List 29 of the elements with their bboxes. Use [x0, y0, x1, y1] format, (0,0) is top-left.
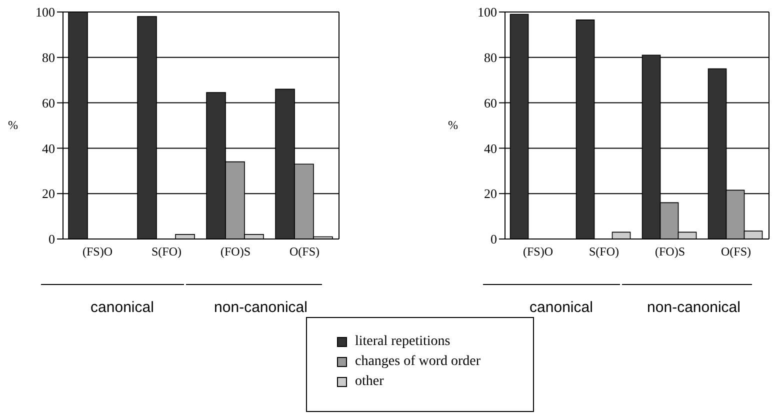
y-tick-label: 20 [484, 186, 497, 202]
x-tick-label: O(FS) [289, 244, 320, 259]
y-tick-label: 60 [42, 95, 55, 110]
y-tick-label: 60 [484, 95, 497, 110]
y-tick-label: 0 [490, 232, 497, 247]
x-tick-label: (FS)O [522, 244, 554, 259]
text: canonical [90, 299, 155, 316]
y-tick-label: 80 [42, 50, 55, 66]
text: canonical [528, 299, 594, 316]
y-tick-label: 40 [42, 140, 55, 156]
legend-label: changes of word order [355, 354, 481, 370]
y-tick-label: 80 [484, 50, 497, 66]
x-tick-label: S(FO) [588, 244, 620, 259]
text: non-canonical [646, 299, 742, 316]
x-tick-label: (FS)O [82, 244, 113, 259]
text: non-canonical [213, 299, 308, 316]
legend-label: literal repetitions [355, 334, 450, 350]
x-tick-label: S(FO) [151, 244, 182, 259]
y-tick-label: 100 [478, 4, 497, 20]
y-tick-label: 20 [42, 186, 55, 202]
legend-label: other [355, 374, 384, 390]
y-axis-title: % [8, 118, 18, 133]
x-tick-label: O(FS) [720, 244, 752, 259]
x-tick-label: (FO)S [220, 244, 251, 259]
y-tick-label: 40 [484, 140, 497, 156]
x-tick-label: (FO)S [654, 244, 686, 259]
y-axis-title: % [448, 118, 458, 133]
y-tick-label: 0 [48, 232, 55, 247]
y-tick-label: 100 [36, 4, 55, 20]
